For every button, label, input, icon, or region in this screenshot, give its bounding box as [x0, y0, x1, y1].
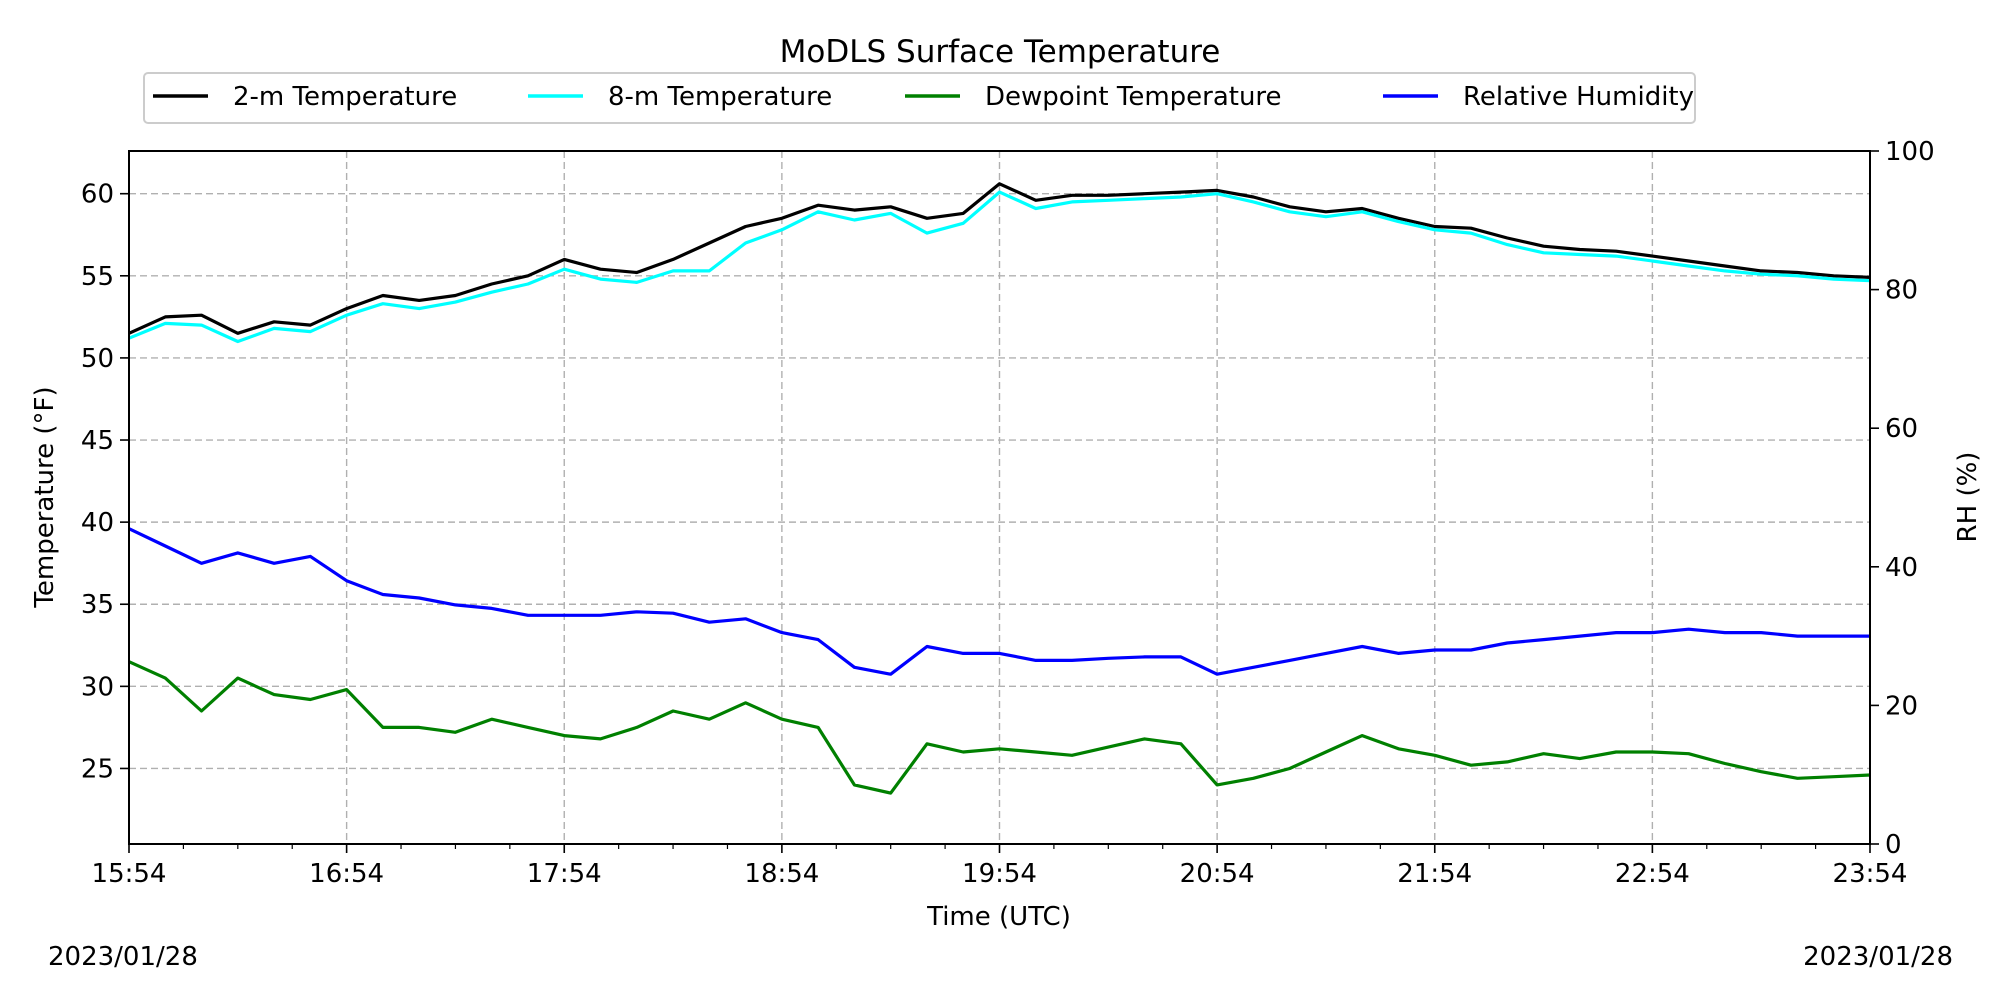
legend-label: 2-m Temperature [233, 82, 457, 112]
axes: 15:54 16:54 17:54 18:54 19:54 20:54 21:54 22:54… [81, 137, 1935, 889]
x-tick-label: 20:54 [1180, 859, 1255, 889]
x-tick-label: 15:54 [92, 859, 167, 889]
legend: 2-m Temperature 8-m Temperature Dewpoint T… [144, 73, 1695, 123]
legend-label: Relative Humidity [1463, 82, 1694, 112]
y2-tick-label: 100 [1885, 137, 1935, 167]
chart-title: MoDLS Surface Temperature [780, 34, 1221, 70]
y-tick-label: 50 [81, 344, 114, 374]
y-tick-label: 55 [81, 262, 114, 292]
y-tick-label: 45 [81, 426, 114, 456]
y-tick-label: 35 [81, 590, 114, 620]
y-tick-label: 25 [81, 754, 114, 784]
y2-tick-label: 60 [1885, 414, 1918, 444]
x-tick-label: 23:54 [1833, 859, 1908, 889]
date-label-right: 2023/01/28 [1803, 942, 1953, 972]
y2-tick-label: 0 [1885, 830, 1902, 860]
x-tick-label: 22:54 [1615, 859, 1690, 889]
x-tick-label: 21:54 [1397, 859, 1472, 889]
y2-tick-label: 40 [1885, 553, 1918, 583]
x-axis-label: Time (UTC) [926, 902, 1071, 932]
y-tick-label: 30 [81, 672, 114, 702]
chart: MoDLS Surface Temperature 2-m Temperatur… [0, 0, 2000, 1000]
y-axis-label: Temperature (°F) [30, 386, 60, 608]
x-tick-label: 16:54 [309, 859, 384, 889]
x-tick-label: 17:54 [527, 859, 602, 889]
y-tick-label: 40 [81, 508, 114, 538]
x-tick-label: 18:54 [744, 859, 819, 889]
legend-label: Dewpoint Temperature [985, 82, 1282, 112]
y2-tick-label: 20 [1885, 691, 1918, 721]
x-tick-label: 19:54 [962, 859, 1037, 889]
y2-tick-label: 80 [1885, 276, 1918, 306]
y2-axis-label: RH (%) [1953, 452, 1983, 543]
y-tick-label: 60 [81, 180, 114, 210]
date-label-left: 2023/01/28 [48, 942, 198, 972]
legend-label: 8-m Temperature [608, 82, 832, 112]
